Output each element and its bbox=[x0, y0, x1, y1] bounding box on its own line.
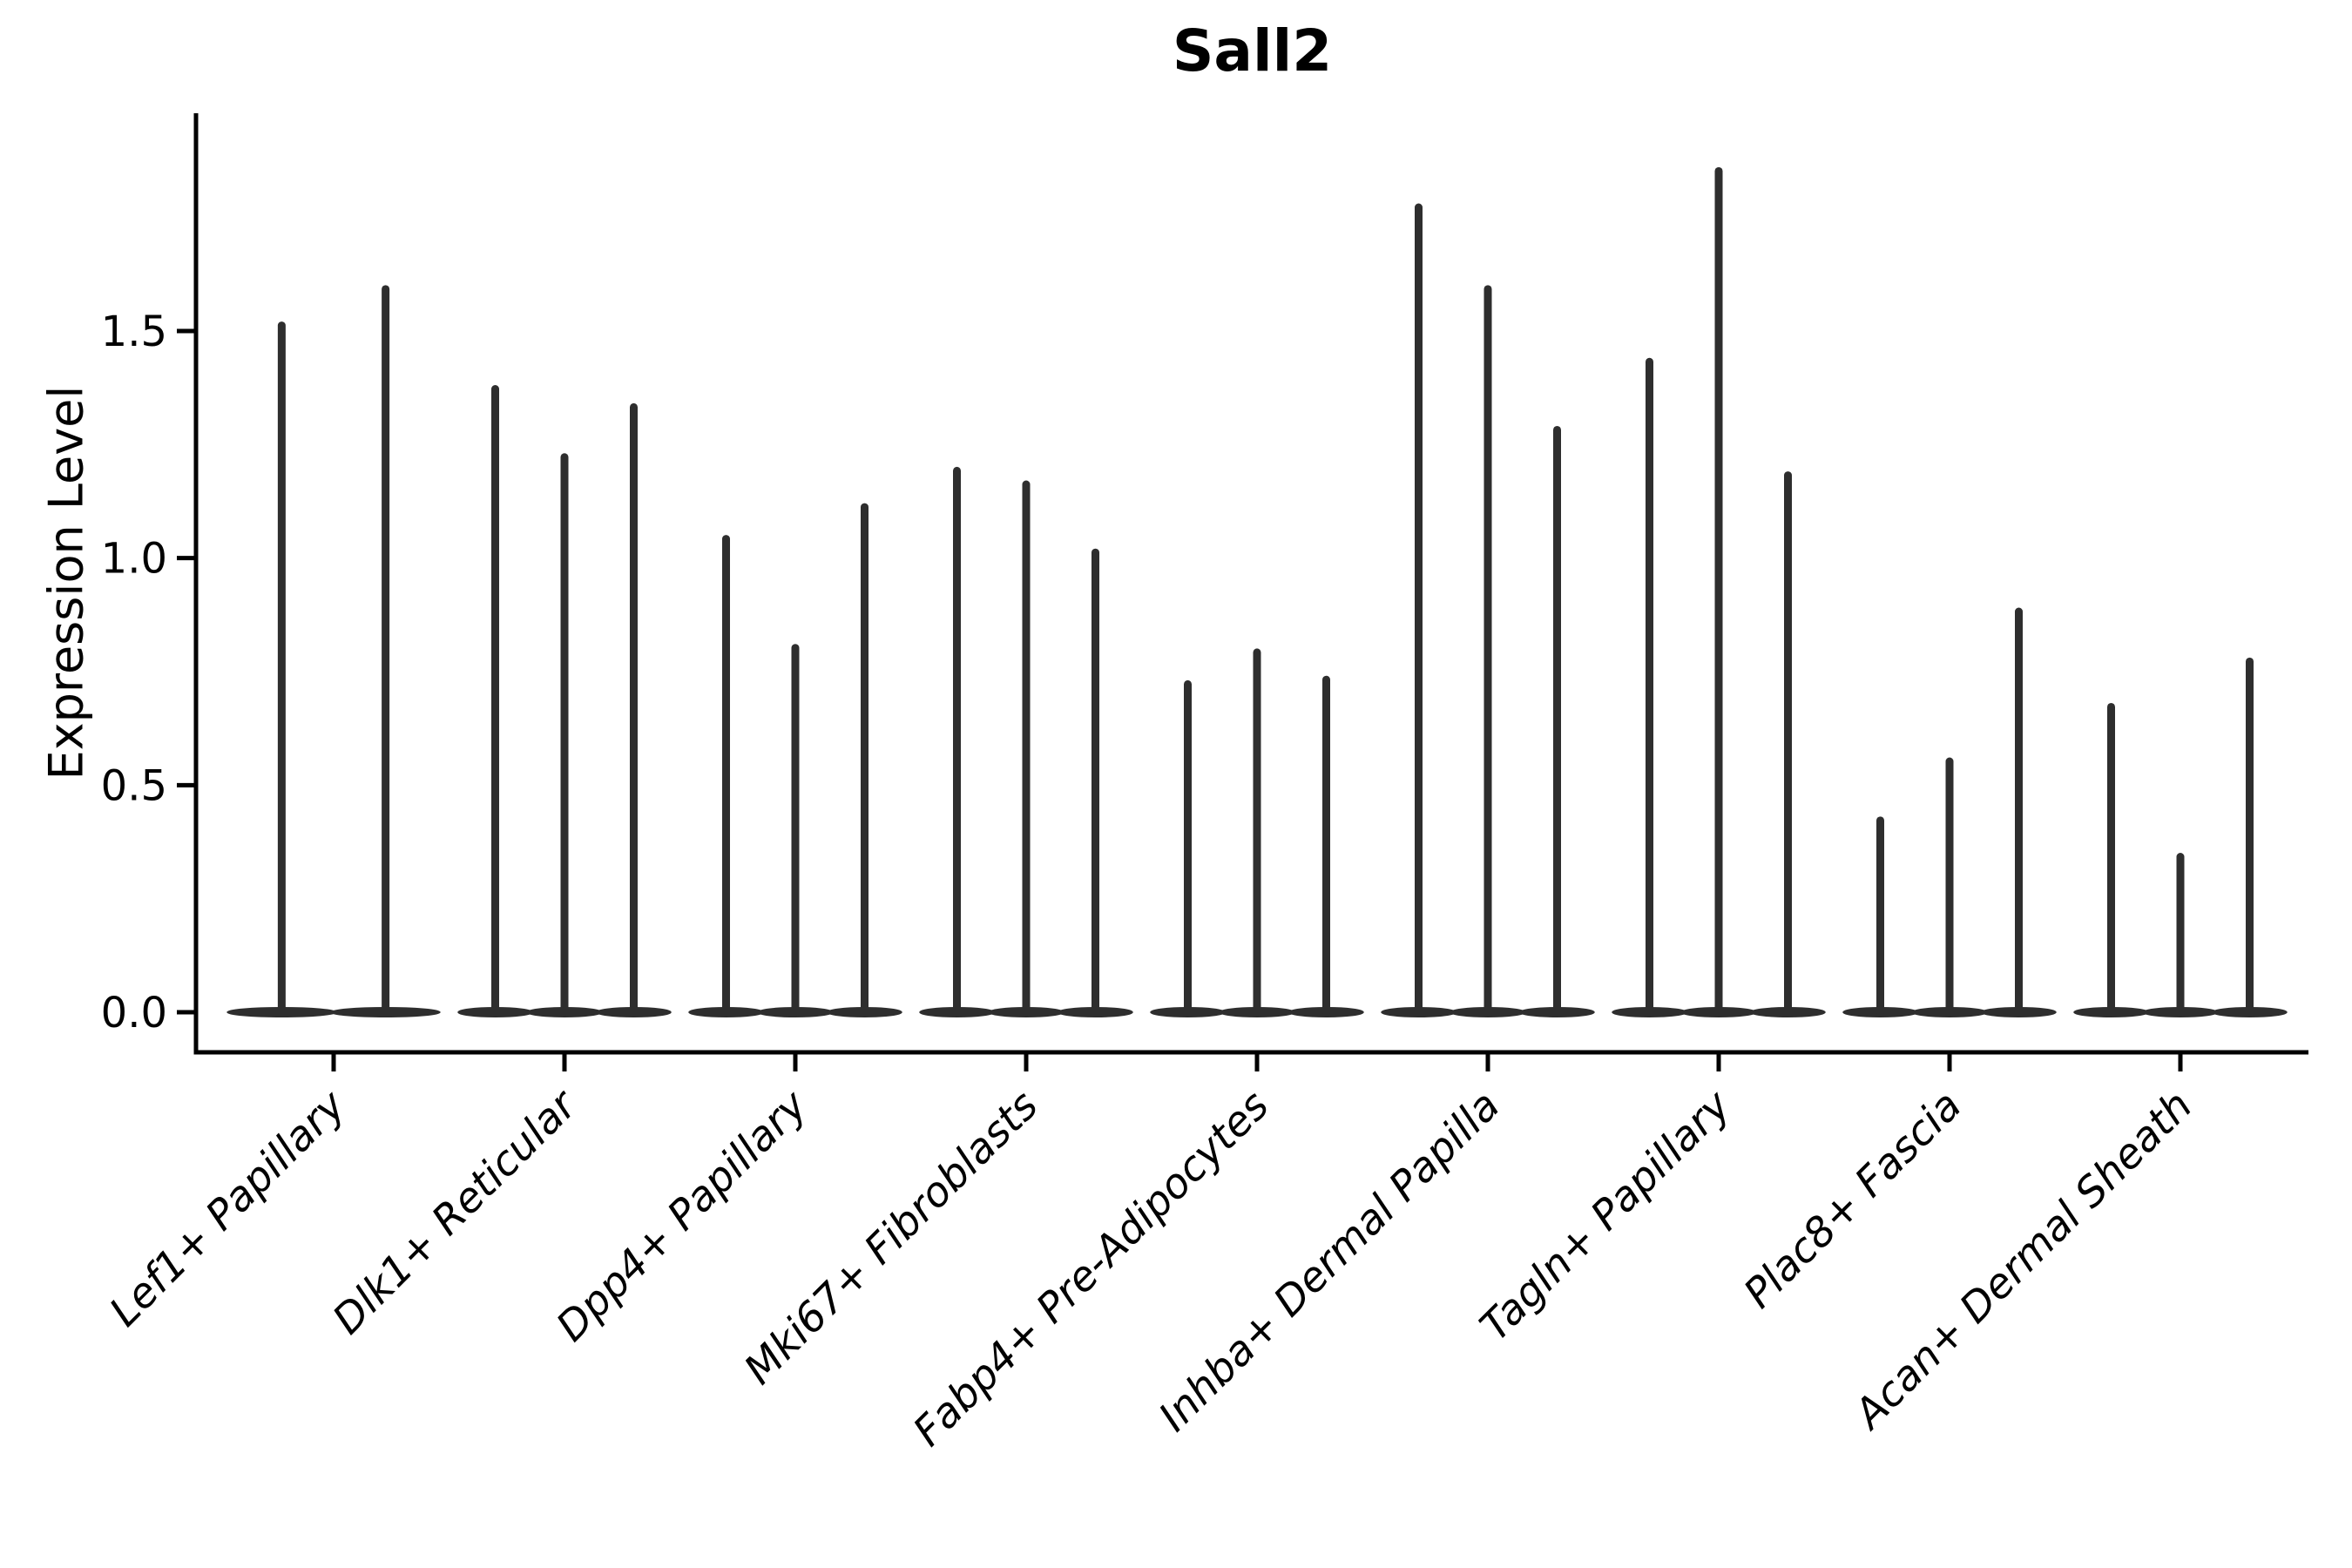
x-tick-label: Plac8+ Fascia bbox=[1734, 1082, 1970, 1318]
chart-title: Sall2 bbox=[1172, 17, 1333, 84]
x-tick-label: Lef1+ Papillary bbox=[100, 1081, 355, 1336]
x-tick-label: Tagln+ Papillary bbox=[1471, 1081, 1741, 1351]
x-tick-label: Dlk1+ Reticular bbox=[324, 1080, 588, 1344]
y-tick-label: 1.0 bbox=[101, 535, 167, 584]
y-tick-label: 1.5 bbox=[101, 308, 167, 356]
y-tick-label: 0.0 bbox=[101, 989, 167, 1037]
y-tick-label: 0.5 bbox=[101, 761, 167, 810]
x-tick-label: Dpp4+ Papillary bbox=[547, 1081, 817, 1351]
